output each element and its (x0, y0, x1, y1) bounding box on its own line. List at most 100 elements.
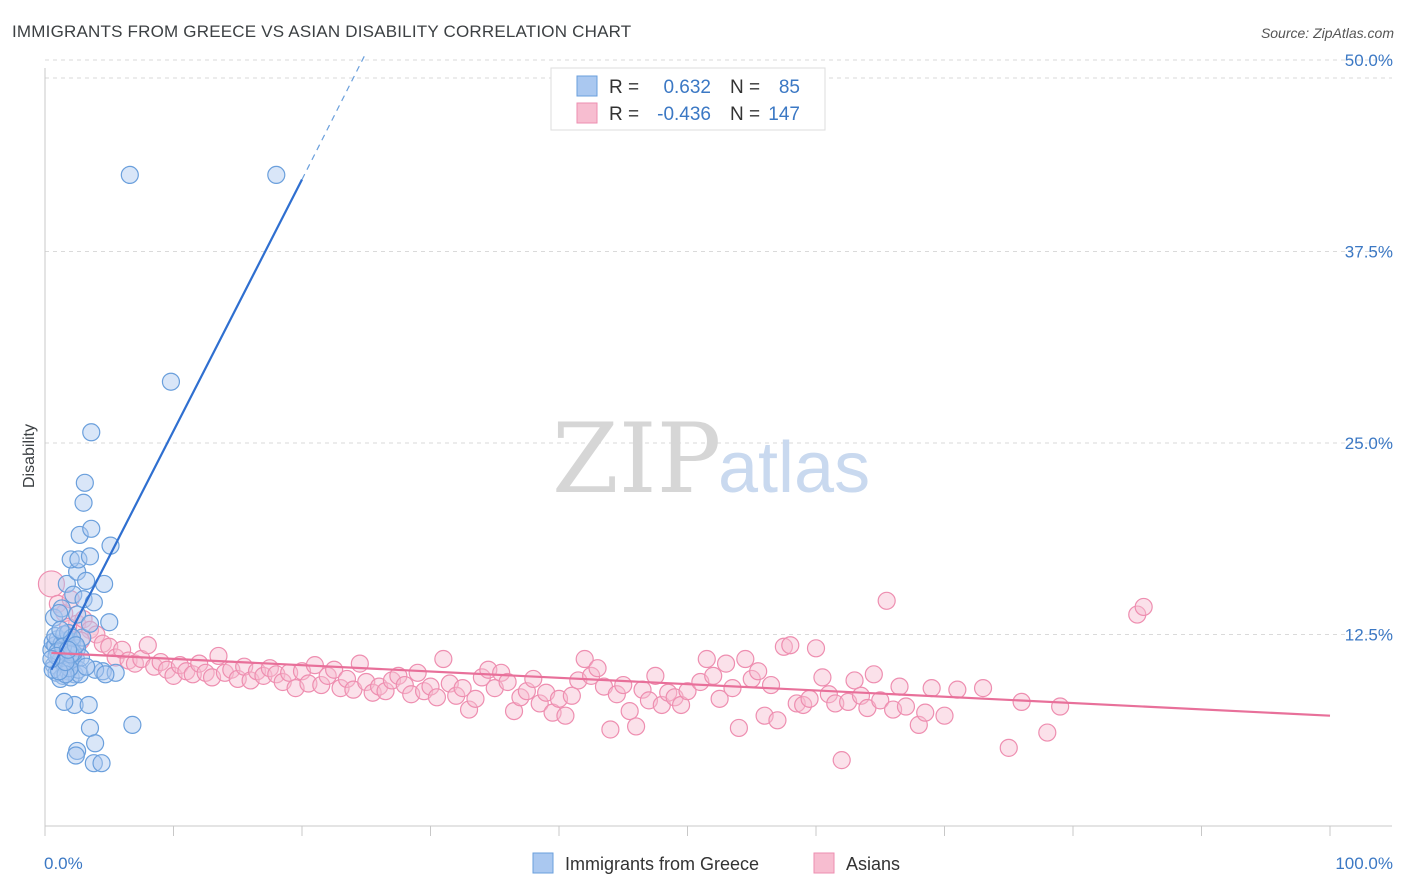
x-tick-marks (44, 826, 1331, 836)
greece-point (120, 165, 139, 184)
greece-point (77, 657, 96, 676)
asians-point (350, 654, 369, 673)
legend-r-label-greece: R = (609, 77, 639, 98)
legend-r-value-greece: 0.632 (663, 77, 711, 98)
legend-swatch-asians (576, 102, 598, 124)
asians-point (389, 666, 408, 685)
asians-point (427, 688, 447, 707)
asians-point (768, 711, 787, 730)
bottom-legend-swatch-asians (813, 852, 835, 874)
greece-point (86, 734, 105, 753)
greece-point (161, 372, 181, 391)
asians-point (916, 703, 935, 722)
asians-point (337, 669, 357, 689)
x-tick-label-0: 0.0% (44, 854, 83, 873)
asians-point (781, 636, 800, 655)
asians-point (556, 706, 575, 725)
asians-point (697, 649, 716, 669)
asians-point (736, 649, 755, 669)
legend-n-value-asians: 147 (768, 104, 800, 125)
asians-point (614, 675, 633, 695)
greece-point (80, 547, 100, 566)
y-tick-label-12-5: 12.5% (1345, 626, 1393, 645)
asians-point (453, 679, 472, 698)
legend-swatch-greece (576, 75, 598, 97)
greece-trend-extension (301, 52, 367, 180)
asians-point (498, 672, 517, 692)
greece-point (75, 473, 94, 492)
legend-r-value-asians: -0.436 (657, 104, 711, 125)
greece-point (80, 718, 100, 738)
y-axis-label: Disability (21, 424, 38, 488)
greece-point (61, 550, 80, 569)
greece-point (82, 519, 101, 538)
greece-point (80, 614, 100, 633)
asians-point (1038, 723, 1057, 742)
greece-point (82, 423, 101, 442)
legend-r-label-asians: R = (609, 104, 639, 125)
asians-point (492, 663, 511, 682)
asians-point (890, 677, 909, 696)
greece-point (267, 165, 286, 184)
asians-trend-line (51, 651, 1331, 717)
asians-point (530, 694, 549, 713)
gridlines (45, 59, 1392, 635)
asians-point (800, 689, 819, 708)
asians-point (935, 706, 954, 725)
asians-point (922, 679, 941, 698)
points-layer (37, 165, 1153, 773)
chart-source: Source: ZipAtlas.com (1260, 25, 1394, 41)
y-tick-label-25: 25.0% (1345, 434, 1393, 453)
asians-point (395, 675, 414, 695)
greece-point (101, 536, 120, 555)
asians-point (678, 682, 697, 701)
asians-point (1051, 697, 1070, 716)
asians-point (601, 720, 620, 739)
greece-point (123, 715, 142, 734)
asians-point (376, 682, 395, 701)
asians-point (626, 717, 646, 736)
greece-point (74, 493, 93, 512)
watermark-atlas: atlas (718, 428, 870, 508)
trend-layer (50, 52, 1331, 717)
asians-point (562, 686, 581, 705)
asians-point (806, 639, 826, 658)
stats-legend: R = 0.632 N = 85 R = -0.436 N = 147 (550, 67, 826, 131)
asians-point (845, 671, 864, 690)
asians-point (459, 700, 479, 719)
greece-point (70, 525, 89, 545)
asians-point (877, 591, 896, 610)
asians-point (723, 679, 742, 698)
asians-point (524, 669, 543, 689)
bottom-legend-swatch-greece (532, 852, 554, 874)
greece-point (64, 585, 83, 604)
legend-n-label-asians: N = (730, 104, 760, 125)
asians-point (1134, 597, 1153, 617)
asians-point (588, 659, 607, 678)
y-tick-label-50: 50.0% (1345, 51, 1393, 70)
asians-point (125, 654, 145, 673)
chart-title: IMMIGRANTS FROM GREECE VS ASIAN DISABILI… (12, 22, 632, 41)
greece-point (66, 746, 85, 765)
series-legend: Immigrants from Greece Asians (532, 852, 900, 874)
bottom-legend-label-asians: Asians (846, 854, 900, 874)
asians-point (646, 666, 665, 685)
greece-point (100, 613, 119, 632)
asians-point (896, 697, 916, 716)
greece-point (79, 695, 98, 715)
greece-point (50, 603, 69, 623)
asians-point (620, 701, 639, 721)
greece-point (55, 692, 74, 712)
asians-point (421, 677, 440, 696)
greece-point (57, 574, 76, 594)
asians-point (87, 625, 106, 644)
asians-point (710, 689, 729, 708)
legend-n-label-greece: N = (730, 77, 760, 98)
asians-point (832, 751, 851, 770)
greece-point (84, 754, 103, 773)
asians-point (716, 654, 736, 673)
asians-point (973, 679, 993, 698)
asians-point (196, 663, 215, 682)
asians-point (999, 738, 1018, 757)
